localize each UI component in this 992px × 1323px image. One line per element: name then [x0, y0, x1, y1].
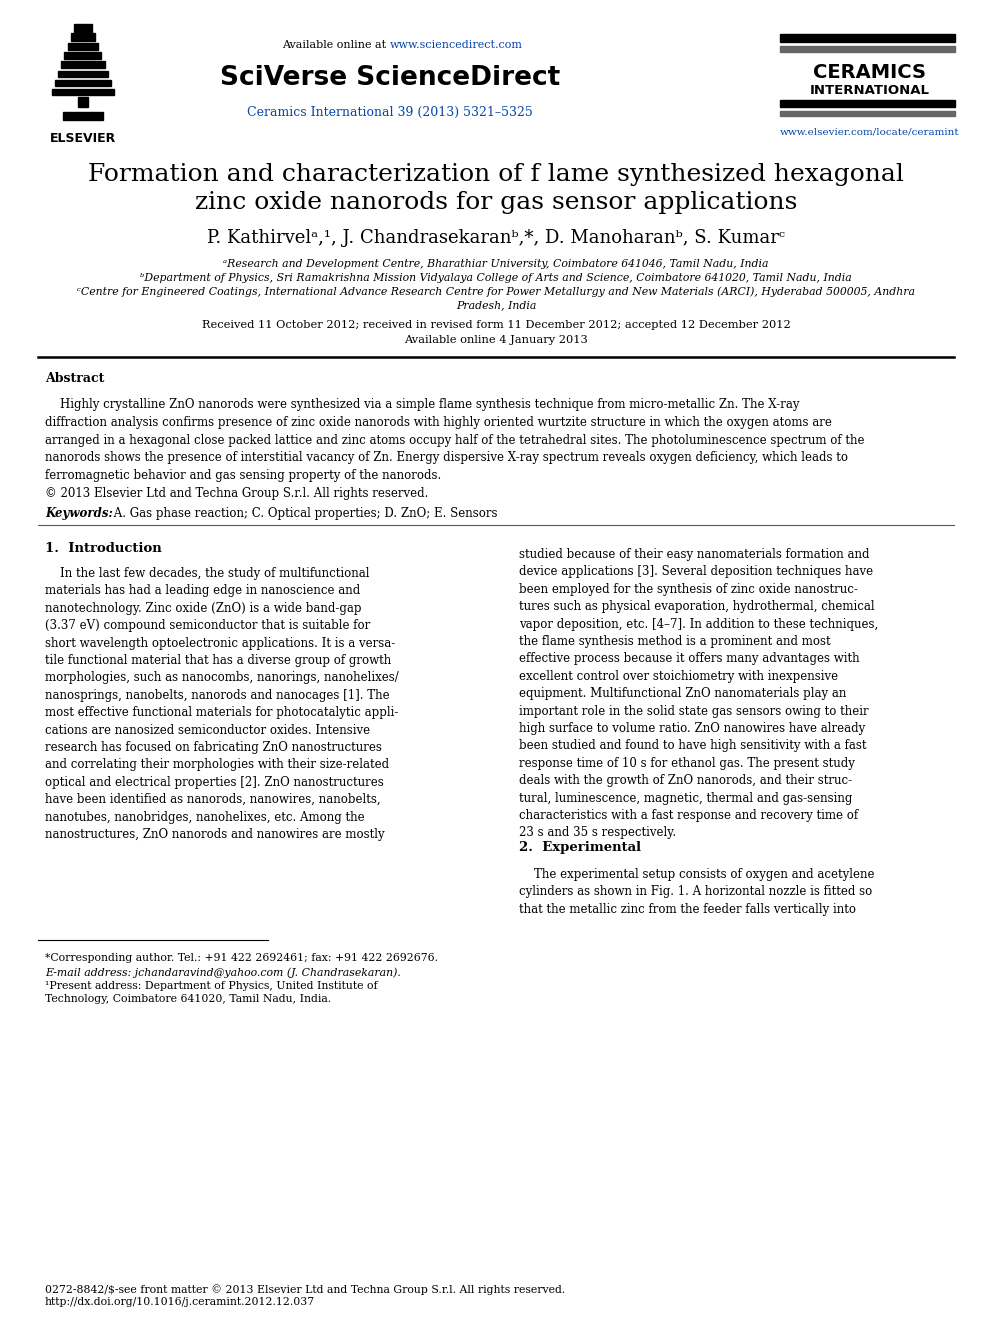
Bar	[61, 61, 105, 67]
Text: E-mail address: jchandaravind@yahoo.com (J. Chandrasekaran).: E-mail address: jchandaravind@yahoo.com …	[45, 967, 401, 978]
Text: Ceramics International 39 (2013) 5321–5325: Ceramics International 39 (2013) 5321–53…	[247, 106, 533, 119]
Text: studied because of their easy nanomaterials formation and
device applications [3: studied because of their easy nanomateri…	[519, 548, 878, 839]
Bar	[52, 89, 114, 95]
Bar	[780, 111, 955, 116]
Text: INTERNATIONAL: INTERNATIONAL	[810, 83, 930, 97]
Text: ᵇDepartment of Physics, Sri Ramakrishna Mission Vidyalaya College of Arts and Sc: ᵇDepartment of Physics, Sri Ramakrishna …	[140, 273, 852, 283]
Text: Keywords:: Keywords:	[45, 508, 113, 520]
Bar	[780, 46, 955, 52]
Text: A. Gas phase reaction; C. Optical properties; D. ZnO; E. Sensors: A. Gas phase reaction; C. Optical proper…	[110, 508, 498, 520]
Text: www.sciencedirect.com: www.sciencedirect.com	[390, 40, 523, 50]
Bar	[64, 52, 101, 60]
Text: 2.  Experimental: 2. Experimental	[519, 841, 641, 855]
Text: 1.  Introduction: 1. Introduction	[45, 541, 162, 554]
Text: *Corresponding author. Tel.: +91 422 2692461; fax: +91 422 2692676.: *Corresponding author. Tel.: +91 422 269…	[45, 953, 438, 963]
Text: ¹Present address: Department of Physics, United Institute of: ¹Present address: Department of Physics,…	[45, 980, 378, 991]
Text: ELSEVIER: ELSEVIER	[50, 132, 116, 146]
Text: Highly crystalline ZnO nanorods were synthesized via a simple flame synthesis te: Highly crystalline ZnO nanorods were syn…	[45, 398, 864, 500]
Text: Available online at: Available online at	[283, 40, 390, 50]
Text: ᵃResearch and Development Centre, Bharathiar University, Coimbatore 641046, Tami: ᵃResearch and Development Centre, Bharat…	[223, 259, 769, 269]
Bar	[74, 24, 92, 32]
Text: zinc oxide nanorods for gas sensor applications: zinc oxide nanorods for gas sensor appli…	[194, 191, 798, 213]
Text: Pradesh, India: Pradesh, India	[455, 300, 537, 310]
Bar	[780, 101, 955, 107]
Bar	[780, 34, 955, 42]
Bar	[78, 97, 88, 107]
Text: Received 11 October 2012; received in revised form 11 December 2012; accepted 12: Received 11 October 2012; received in re…	[201, 320, 791, 329]
Text: P. Kathirvelᵃ,¹, J. Chandrasekaranᵇ,*, D. Manoharanᵇ, S. Kumarᶜ: P. Kathirvelᵃ,¹, J. Chandrasekaranᵇ,*, D…	[207, 229, 785, 247]
Bar	[63, 112, 103, 120]
Text: Available online 4 January 2013: Available online 4 January 2013	[404, 335, 588, 345]
Bar	[68, 44, 98, 50]
Bar	[55, 79, 111, 86]
Text: ᶜCentre for Engineered Coatings, International Advance Research Centre for Power: ᶜCentre for Engineered Coatings, Interna…	[77, 287, 915, 298]
Text: Formation and characterization of f lame synthesized hexagonal: Formation and characterization of f lame…	[88, 164, 904, 187]
Text: Abstract: Abstract	[45, 372, 104, 385]
Bar	[71, 33, 95, 41]
Text: CERAMICS: CERAMICS	[813, 62, 927, 82]
Text: http://dx.doi.org/10.1016/j.ceramint.2012.12.037: http://dx.doi.org/10.1016/j.ceramint.201…	[45, 1297, 315, 1307]
Bar	[58, 71, 108, 77]
Text: Technology, Coimbatore 641020, Tamil Nadu, India.: Technology, Coimbatore 641020, Tamil Nad…	[45, 994, 331, 1004]
Text: 0272-8842/$‐see front matter © 2013 Elsevier Ltd and Techna Group S.r.l. All rig: 0272-8842/$‐see front matter © 2013 Else…	[45, 1285, 565, 1295]
Text: In the last few decades, the study of multifunctional
materials has had a leadin: In the last few decades, the study of mu…	[45, 568, 399, 841]
Text: SciVerse ScienceDirect: SciVerse ScienceDirect	[220, 65, 560, 91]
Text: The experimental setup consists of oxygen and acetylene
cylinders as shown in Fi: The experimental setup consists of oxyge…	[519, 868, 875, 916]
Text: www.elsevier.com/locate/ceramint: www.elsevier.com/locate/ceramint	[780, 127, 960, 136]
